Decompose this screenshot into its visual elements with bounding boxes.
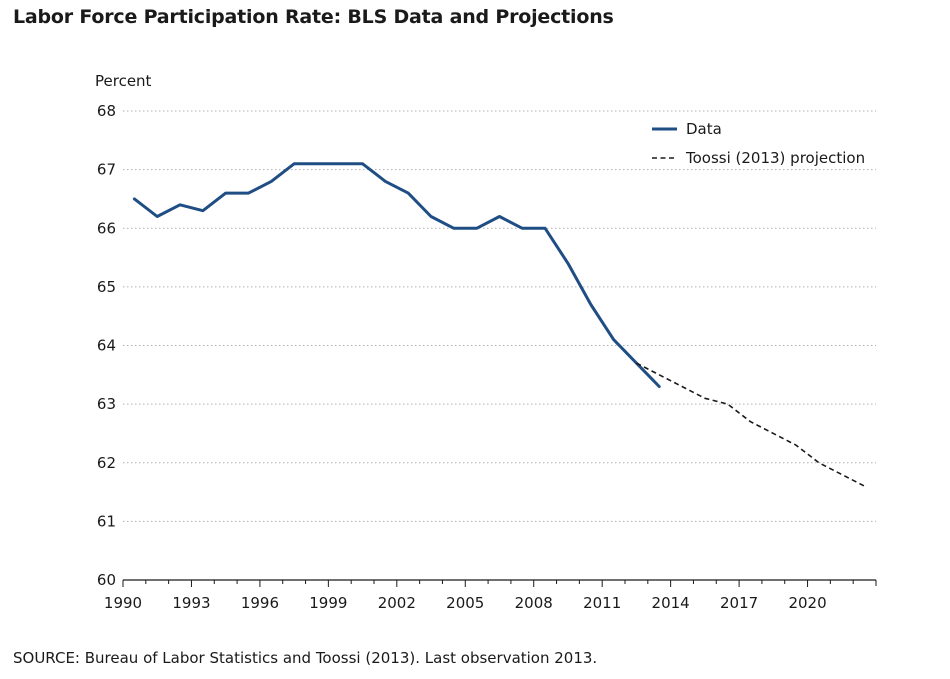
y-tick-label: 63 (97, 395, 116, 413)
y-tick-label: 67 (97, 161, 116, 179)
y-axis-label: Percent (95, 72, 152, 90)
x-tick-label: 1999 (309, 594, 347, 612)
gridlines (123, 110, 876, 522)
x-tick-label: 2017 (720, 594, 758, 612)
legend: Data Toossi (2013) projection (652, 120, 865, 167)
x-tick-label: 2014 (652, 594, 690, 612)
source-note: SOURCE: Bureau of Labor Statistics and T… (13, 649, 598, 667)
y-tick-label: 66 (97, 219, 116, 237)
legend-label: Data (686, 120, 722, 138)
y-tick-label: 61 (97, 512, 116, 530)
y-tick-label: 62 (97, 454, 116, 472)
y-axis-ticks: 60 61 62 63 64 65 66 67 68 (97, 102, 116, 589)
y-tick-label: 64 (97, 337, 116, 355)
y-tick-label: 65 (97, 278, 116, 296)
x-axis-ticks: 1990 1993 1996 1999 2002 2005 2008 2011 2014 2017… (104, 580, 854, 612)
y-tick-label: 68 (97, 102, 116, 120)
x-tick-label: 2002 (378, 594, 416, 612)
x-tick-label: 2011 (583, 594, 621, 612)
data-series-line (132, 162, 661, 388)
x-tick-label: 1993 (172, 594, 210, 612)
x-tick-label: 2005 (446, 594, 484, 612)
x-tick-label: 1990 (104, 594, 142, 612)
x-tick-label: 1996 (241, 594, 279, 612)
axes (123, 579, 877, 586)
legend-label: Toossi (2013) projection (685, 149, 865, 167)
x-tick-label: 2020 (788, 594, 826, 612)
projection-series-line (636, 362, 865, 487)
y-tick-label: 60 (97, 571, 116, 589)
chart-title: Labor Force Participation Rate: BLS Data… (13, 6, 614, 28)
x-tick-label: 2008 (515, 594, 553, 612)
series-group (132, 162, 865, 487)
